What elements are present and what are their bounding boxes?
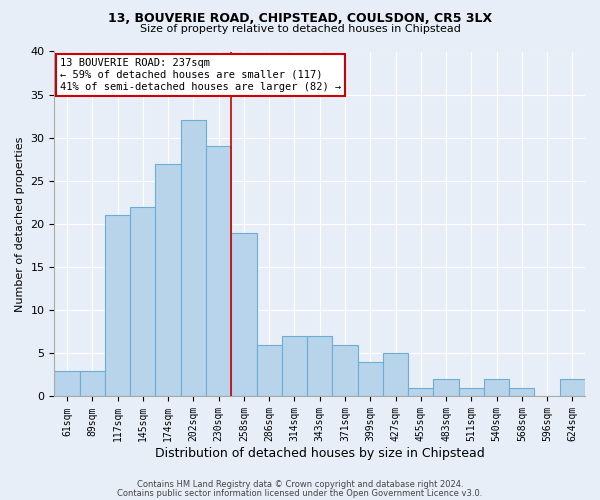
- Bar: [307, 336, 332, 396]
- Bar: [231, 232, 257, 396]
- Bar: [509, 388, 535, 396]
- Y-axis label: Number of detached properties: Number of detached properties: [15, 136, 25, 312]
- Text: 13, BOUVERIE ROAD, CHIPSTEAD, COULSDON, CR5 3LX: 13, BOUVERIE ROAD, CHIPSTEAD, COULSDON, …: [108, 12, 492, 26]
- Bar: [155, 164, 181, 396]
- Bar: [560, 379, 585, 396]
- Bar: [105, 216, 130, 396]
- Bar: [408, 388, 433, 396]
- Bar: [383, 354, 408, 397]
- Bar: [484, 379, 509, 396]
- Bar: [332, 344, 358, 397]
- Bar: [181, 120, 206, 396]
- Bar: [80, 370, 105, 396]
- Text: Contains public sector information licensed under the Open Government Licence v3: Contains public sector information licen…: [118, 488, 482, 498]
- Text: 13 BOUVERIE ROAD: 237sqm
← 59% of detached houses are smaller (117)
41% of semi-: 13 BOUVERIE ROAD: 237sqm ← 59% of detach…: [60, 58, 341, 92]
- Text: Contains HM Land Registry data © Crown copyright and database right 2024.: Contains HM Land Registry data © Crown c…: [137, 480, 463, 489]
- Bar: [458, 388, 484, 396]
- Bar: [206, 146, 231, 396]
- Bar: [130, 206, 155, 396]
- X-axis label: Distribution of detached houses by size in Chipstead: Distribution of detached houses by size …: [155, 447, 485, 460]
- Bar: [282, 336, 307, 396]
- Bar: [55, 370, 80, 396]
- Bar: [257, 344, 282, 397]
- Text: Size of property relative to detached houses in Chipstead: Size of property relative to detached ho…: [140, 24, 460, 34]
- Bar: [358, 362, 383, 396]
- Bar: [433, 379, 458, 396]
